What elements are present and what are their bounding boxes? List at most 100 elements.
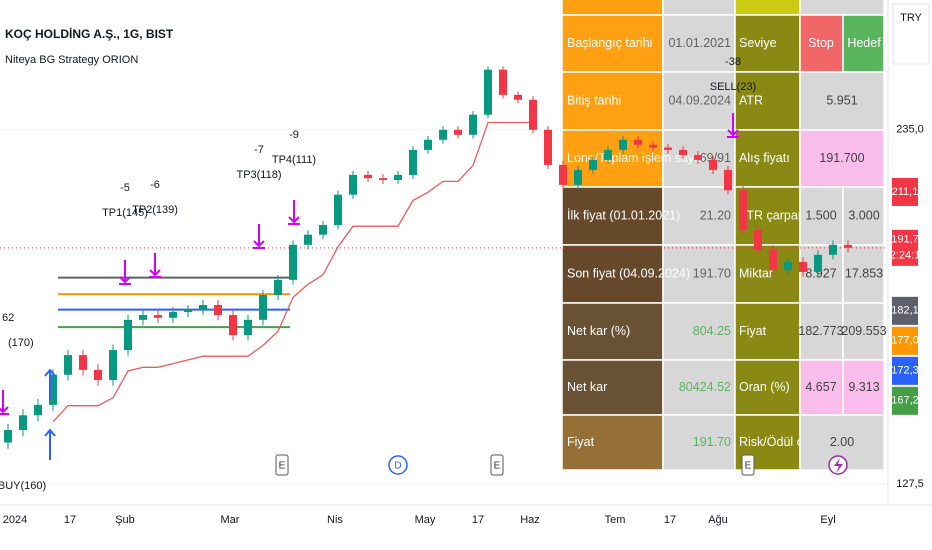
candle-body <box>139 315 147 320</box>
price-tag-label: 177,0 <box>891 335 919 347</box>
candle-body <box>694 155 702 160</box>
candle-body <box>304 234 312 245</box>
candle-body <box>394 174 402 181</box>
x-tick-label: Nis <box>327 514 343 526</box>
currency-box[interactable] <box>892 3 930 65</box>
candle-body <box>574 169 582 185</box>
price-tag-label: 02:24:13 <box>884 250 927 262</box>
table-value-cell <box>842 14 885 73</box>
candle-body <box>364 174 372 179</box>
y-tick-label: 235,0 <box>896 124 924 136</box>
candle-body <box>274 279 282 296</box>
candle-body <box>334 194 342 226</box>
table-label: Bitiş tarihi <box>567 93 621 107</box>
table-label: Fiyat <box>739 324 767 338</box>
table-value: 2.00 <box>830 435 854 449</box>
candle-body <box>34 404 42 416</box>
table-cell <box>734 0 801 16</box>
table-value-cell <box>842 186 885 246</box>
candle-body <box>49 374 57 405</box>
table-label: Net kar (%) <box>567 324 630 338</box>
data-tables: Başlangıç tarihi 01.01.2021 Bitiş tarihi 04… <box>561 0 887 471</box>
table-label: Başlangıç tarihi <box>567 36 652 50</box>
candle-body <box>619 139 627 150</box>
candle-body <box>769 249 777 271</box>
candle-body <box>79 355 87 370</box>
candle-body <box>244 319 252 336</box>
table-value: Stop <box>808 36 834 50</box>
event-icon[interactable] <box>275 454 289 476</box>
signal-arrow <box>727 113 739 138</box>
table-value-cell <box>662 302 736 361</box>
price-tag <box>892 177 918 206</box>
candle-body <box>439 129 447 140</box>
candle-body <box>814 254 822 272</box>
event-icon[interactable] <box>741 454 755 476</box>
x-tick-label: 17 <box>472 514 484 526</box>
indicator-title[interactable]: Niteya BG Strategy ORION <box>5 54 138 66</box>
table-label-cell <box>561 14 664 73</box>
candle-body <box>499 69 507 95</box>
annotation: 62 <box>2 312 14 324</box>
table-value: 17.853 <box>845 266 883 280</box>
candle-body <box>124 319 132 351</box>
price-tag-label: 167,2 <box>891 395 919 407</box>
table-value-cell <box>662 71 736 131</box>
table-value: 804.25 <box>693 324 731 338</box>
event-icon[interactable] <box>490 454 504 476</box>
x-tick-label: 17 <box>664 514 676 526</box>
event-label: E <box>745 461 752 472</box>
candle-body <box>469 114 477 135</box>
table-value: 5.951 <box>826 93 857 107</box>
table-value-cell <box>799 129 885 188</box>
x-tick-label: Ağu <box>708 514 728 526</box>
table-value-cell <box>799 359 844 416</box>
candle-body <box>709 159 717 170</box>
price-tag-label: 191,7 <box>891 234 919 246</box>
candle-body <box>424 139 432 150</box>
table-value: 04.09.2024 <box>668 93 731 107</box>
stop-line <box>52 121 533 423</box>
candle-body <box>184 310 192 313</box>
candle-body <box>259 295 267 320</box>
table-value-cell <box>799 186 844 246</box>
y-tick-label: 127,5 <box>896 478 924 490</box>
signal-arrow <box>0 390 9 415</box>
candle-body <box>4 429 12 443</box>
price-tag <box>892 296 918 325</box>
table-value: 191.70 <box>693 435 731 449</box>
candle-body <box>94 369 102 381</box>
table-cell <box>662 0 736 16</box>
candle-body <box>784 261 792 271</box>
event-icon <box>834 458 843 473</box>
table-label: İlk fiyat (01.01.2021) <box>567 208 680 222</box>
annotation: BUY(160) <box>0 480 46 492</box>
candle-body <box>349 174 357 195</box>
table-cell <box>799 0 885 16</box>
price-tag <box>892 326 918 355</box>
signal-arrow <box>44 428 56 460</box>
table-label: ATR <box>739 93 763 107</box>
table-label: Miktar <box>739 266 773 280</box>
candle-body <box>634 139 642 145</box>
candle-body <box>199 304 207 311</box>
x-tick-label: 17 <box>64 514 76 526</box>
table-label: Oran (%) <box>739 380 790 394</box>
currency: TRY <box>900 12 922 24</box>
candle-body <box>454 129 462 135</box>
annotation: TP3(118) <box>236 169 281 181</box>
event-icon[interactable] <box>388 455 408 475</box>
candle-body <box>724 169 732 191</box>
candle-body <box>604 149 612 160</box>
candle-body <box>559 164 567 185</box>
table-label: Seviye <box>739 36 777 50</box>
price-tag-label: 211,1 <box>892 186 919 198</box>
event-label: E <box>279 461 286 472</box>
price-tag <box>892 386 918 415</box>
table-label: Net kar <box>567 380 607 394</box>
candle-body <box>739 190 747 231</box>
candle-body <box>529 99 537 130</box>
x-tick-label: Haz <box>520 514 540 526</box>
candle-body <box>379 178 387 181</box>
table-value: Hedef <box>847 36 881 50</box>
